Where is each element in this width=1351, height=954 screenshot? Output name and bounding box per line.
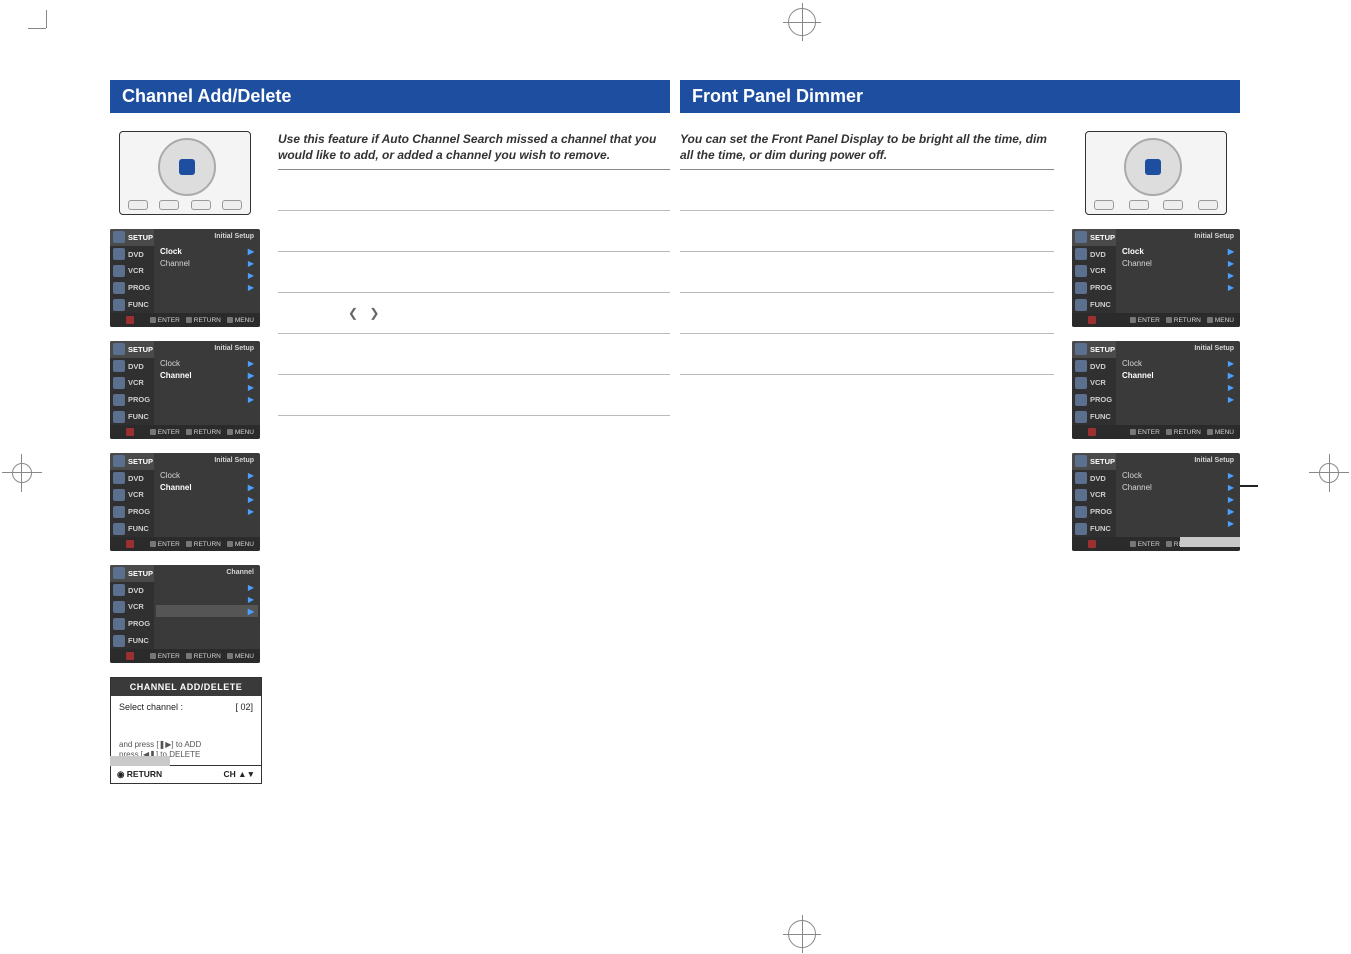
remote-thumb-right [1085, 131, 1227, 215]
updown-arrows-icon: ❮ ❯ [348, 306, 383, 320]
osd-3: Initial Setup SETUP DVD VCR PROG FUNC Cl… [110, 453, 260, 551]
osd-1: Initial Setup SETUP DVD VCR PROG FUNC Cl… [110, 229, 260, 327]
right-thumbs: Initial Setup SETUP DVD VCR PROG FUNC Cl… [1072, 131, 1240, 565]
page-number-left [110, 756, 170, 766]
right-page: Front Panel Dimmer You can set the Front… [680, 80, 1240, 565]
title-right: Front Panel Dimmer [680, 80, 1240, 113]
remote-thumb [119, 131, 251, 215]
title-left: Channel Add/Delete [110, 80, 670, 113]
left-text-col: Use this feature if Auto Channel Search … [278, 131, 670, 784]
channel-add-delete-box: CHANNEL ADD/DELETE Select channel : [ 02… [110, 677, 262, 784]
osd-r1: Initial Setup SETUP DVD VCR PROG FUNC Cl… [1072, 229, 1240, 327]
right-text-col: You can set the Front Panel Display to b… [680, 131, 1054, 565]
right-lead: You can set the Front Panel Display to b… [680, 131, 1054, 163]
left-lead: Use this feature if Auto Channel Search … [278, 131, 670, 163]
osd-4-channel: Channel SETUP DVD VCR PROG FUNC ▶ ▶ ▶ [110, 565, 260, 663]
osd-2: Initial Setup SETUP DVD VCR PROG FUNC Cl… [110, 341, 260, 439]
page-number-right [1180, 537, 1240, 547]
osd-r2: Initial Setup SETUP DVD VCR PROG FUNC Cl… [1072, 341, 1240, 439]
left-page: Channel Add/Delete Initial Setup SETUP D… [110, 80, 670, 784]
left-thumbs: Initial Setup SETUP DVD VCR PROG FUNC Cl… [110, 131, 260, 784]
